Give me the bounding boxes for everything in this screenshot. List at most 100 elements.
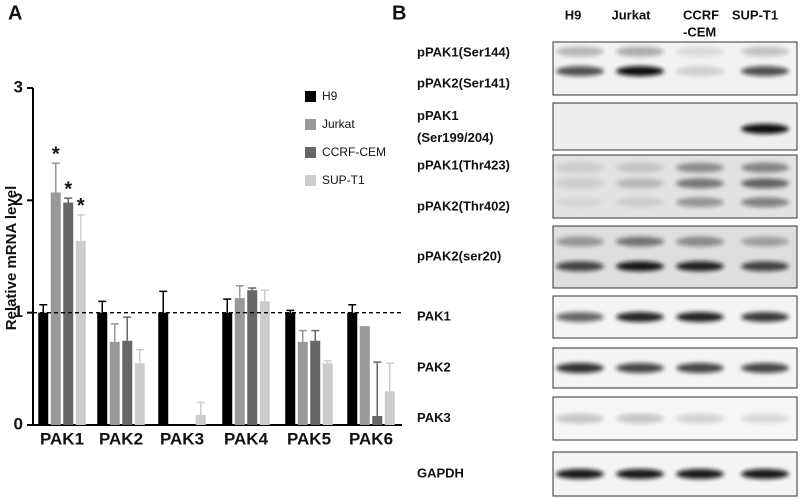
legend-swatch (305, 175, 316, 186)
blot-band (741, 123, 789, 134)
bar (322, 363, 333, 425)
blot-label: GAPDH (417, 465, 464, 480)
blot-band (676, 469, 724, 479)
error-bar (235, 284, 244, 299)
x-tick-label: PAK4 (224, 429, 269, 448)
blot-label: pPAK1(Ser144) (417, 44, 510, 59)
error-bar (123, 316, 132, 341)
bar (259, 301, 270, 425)
bar (297, 341, 308, 425)
error-bar (260, 289, 269, 302)
error-bar (248, 287, 257, 291)
blot-band (676, 66, 724, 77)
bar (222, 312, 233, 425)
significance-mark: * (52, 144, 60, 166)
legend-label: H9 (322, 89, 338, 103)
bar (359, 326, 370, 425)
y-tick-label: 2 (14, 190, 23, 209)
blot-band (556, 236, 604, 247)
bar (195, 414, 206, 425)
bar (109, 341, 120, 425)
bar (384, 391, 395, 425)
blot-band (741, 236, 789, 247)
bar (75, 240, 86, 425)
x-tick-label: PAK5 (287, 429, 331, 448)
lane-label: H9 (565, 7, 582, 22)
blot-label: PAK2 (417, 359, 451, 374)
lane-label: Jurkat (611, 7, 651, 22)
blot-band (556, 413, 604, 424)
y-tick-label: 1 (14, 302, 23, 321)
error-bar (298, 329, 307, 342)
blot-band (556, 66, 604, 77)
error-bar (196, 401, 205, 415)
error-bar (39, 304, 48, 313)
bar (38, 312, 49, 425)
lane-label: CCRF (683, 7, 719, 22)
blot-band (556, 197, 604, 208)
legend-label: SUP-T1 (322, 173, 365, 187)
bar (347, 312, 358, 425)
blot-label: PAK1 (417, 308, 451, 323)
blot-band (741, 312, 789, 322)
blot-band (676, 261, 724, 272)
blot-band (741, 469, 789, 479)
error-bar (64, 197, 73, 203)
panel-label: B (392, 2, 406, 24)
bar (50, 192, 61, 425)
blot-band (676, 46, 724, 57)
blot-band (616, 312, 664, 322)
blot-band (741, 261, 789, 272)
bar (158, 312, 169, 425)
blot-band (556, 162, 604, 173)
bar (285, 312, 296, 425)
blot-band (556, 469, 604, 479)
legend-label: CCRF-CEM (322, 145, 386, 159)
blot-band (741, 46, 789, 57)
error-bar (385, 362, 394, 392)
x-tick-label: PAK3 (160, 429, 204, 448)
legend-swatch (305, 119, 316, 130)
legend-swatch (305, 147, 316, 158)
error-bar (373, 361, 382, 417)
blot-band (616, 197, 664, 208)
blot-label: pPAK2(Thr402) (417, 198, 510, 213)
blot-band (556, 46, 604, 57)
blot-label: pPAK2(ser20) (417, 248, 501, 263)
blot-band (616, 261, 664, 272)
panel-label: A (8, 2, 22, 24)
bar (97, 312, 108, 425)
blot-band (556, 178, 604, 189)
blot-band (616, 178, 664, 189)
x-tick-label: PAK6 (349, 429, 393, 448)
blot-band (741, 413, 789, 424)
error-bar (311, 329, 320, 341)
significance-mark: * (77, 195, 85, 217)
blot-band (616, 363, 664, 373)
error-bar (159, 290, 168, 313)
blot-band (676, 178, 724, 189)
blot-band (556, 312, 604, 322)
error-bar (323, 360, 332, 364)
blot-band (616, 162, 664, 173)
blot-label: pPAK1 (417, 108, 459, 123)
blot-band (676, 236, 724, 247)
bar (310, 340, 321, 425)
lane-label: -CEM (683, 24, 716, 39)
error-bar (348, 304, 357, 313)
blot-band (676, 312, 724, 322)
blot-panel (552, 225, 798, 289)
x-tick-label: PAK2 (99, 429, 143, 448)
blot-band (676, 413, 724, 424)
blot-label: PAK3 (417, 410, 451, 425)
blot-label: pPAK2(Ser141) (417, 75, 510, 90)
blot-band (616, 46, 664, 57)
significance-mark: * (64, 178, 72, 200)
error-bar (76, 214, 85, 241)
blot-band (556, 363, 604, 373)
blot-label: pPAK1(Thr423) (417, 157, 510, 172)
blot-band (616, 413, 664, 424)
error-bar (286, 309, 295, 313)
blot-band (741, 162, 789, 173)
